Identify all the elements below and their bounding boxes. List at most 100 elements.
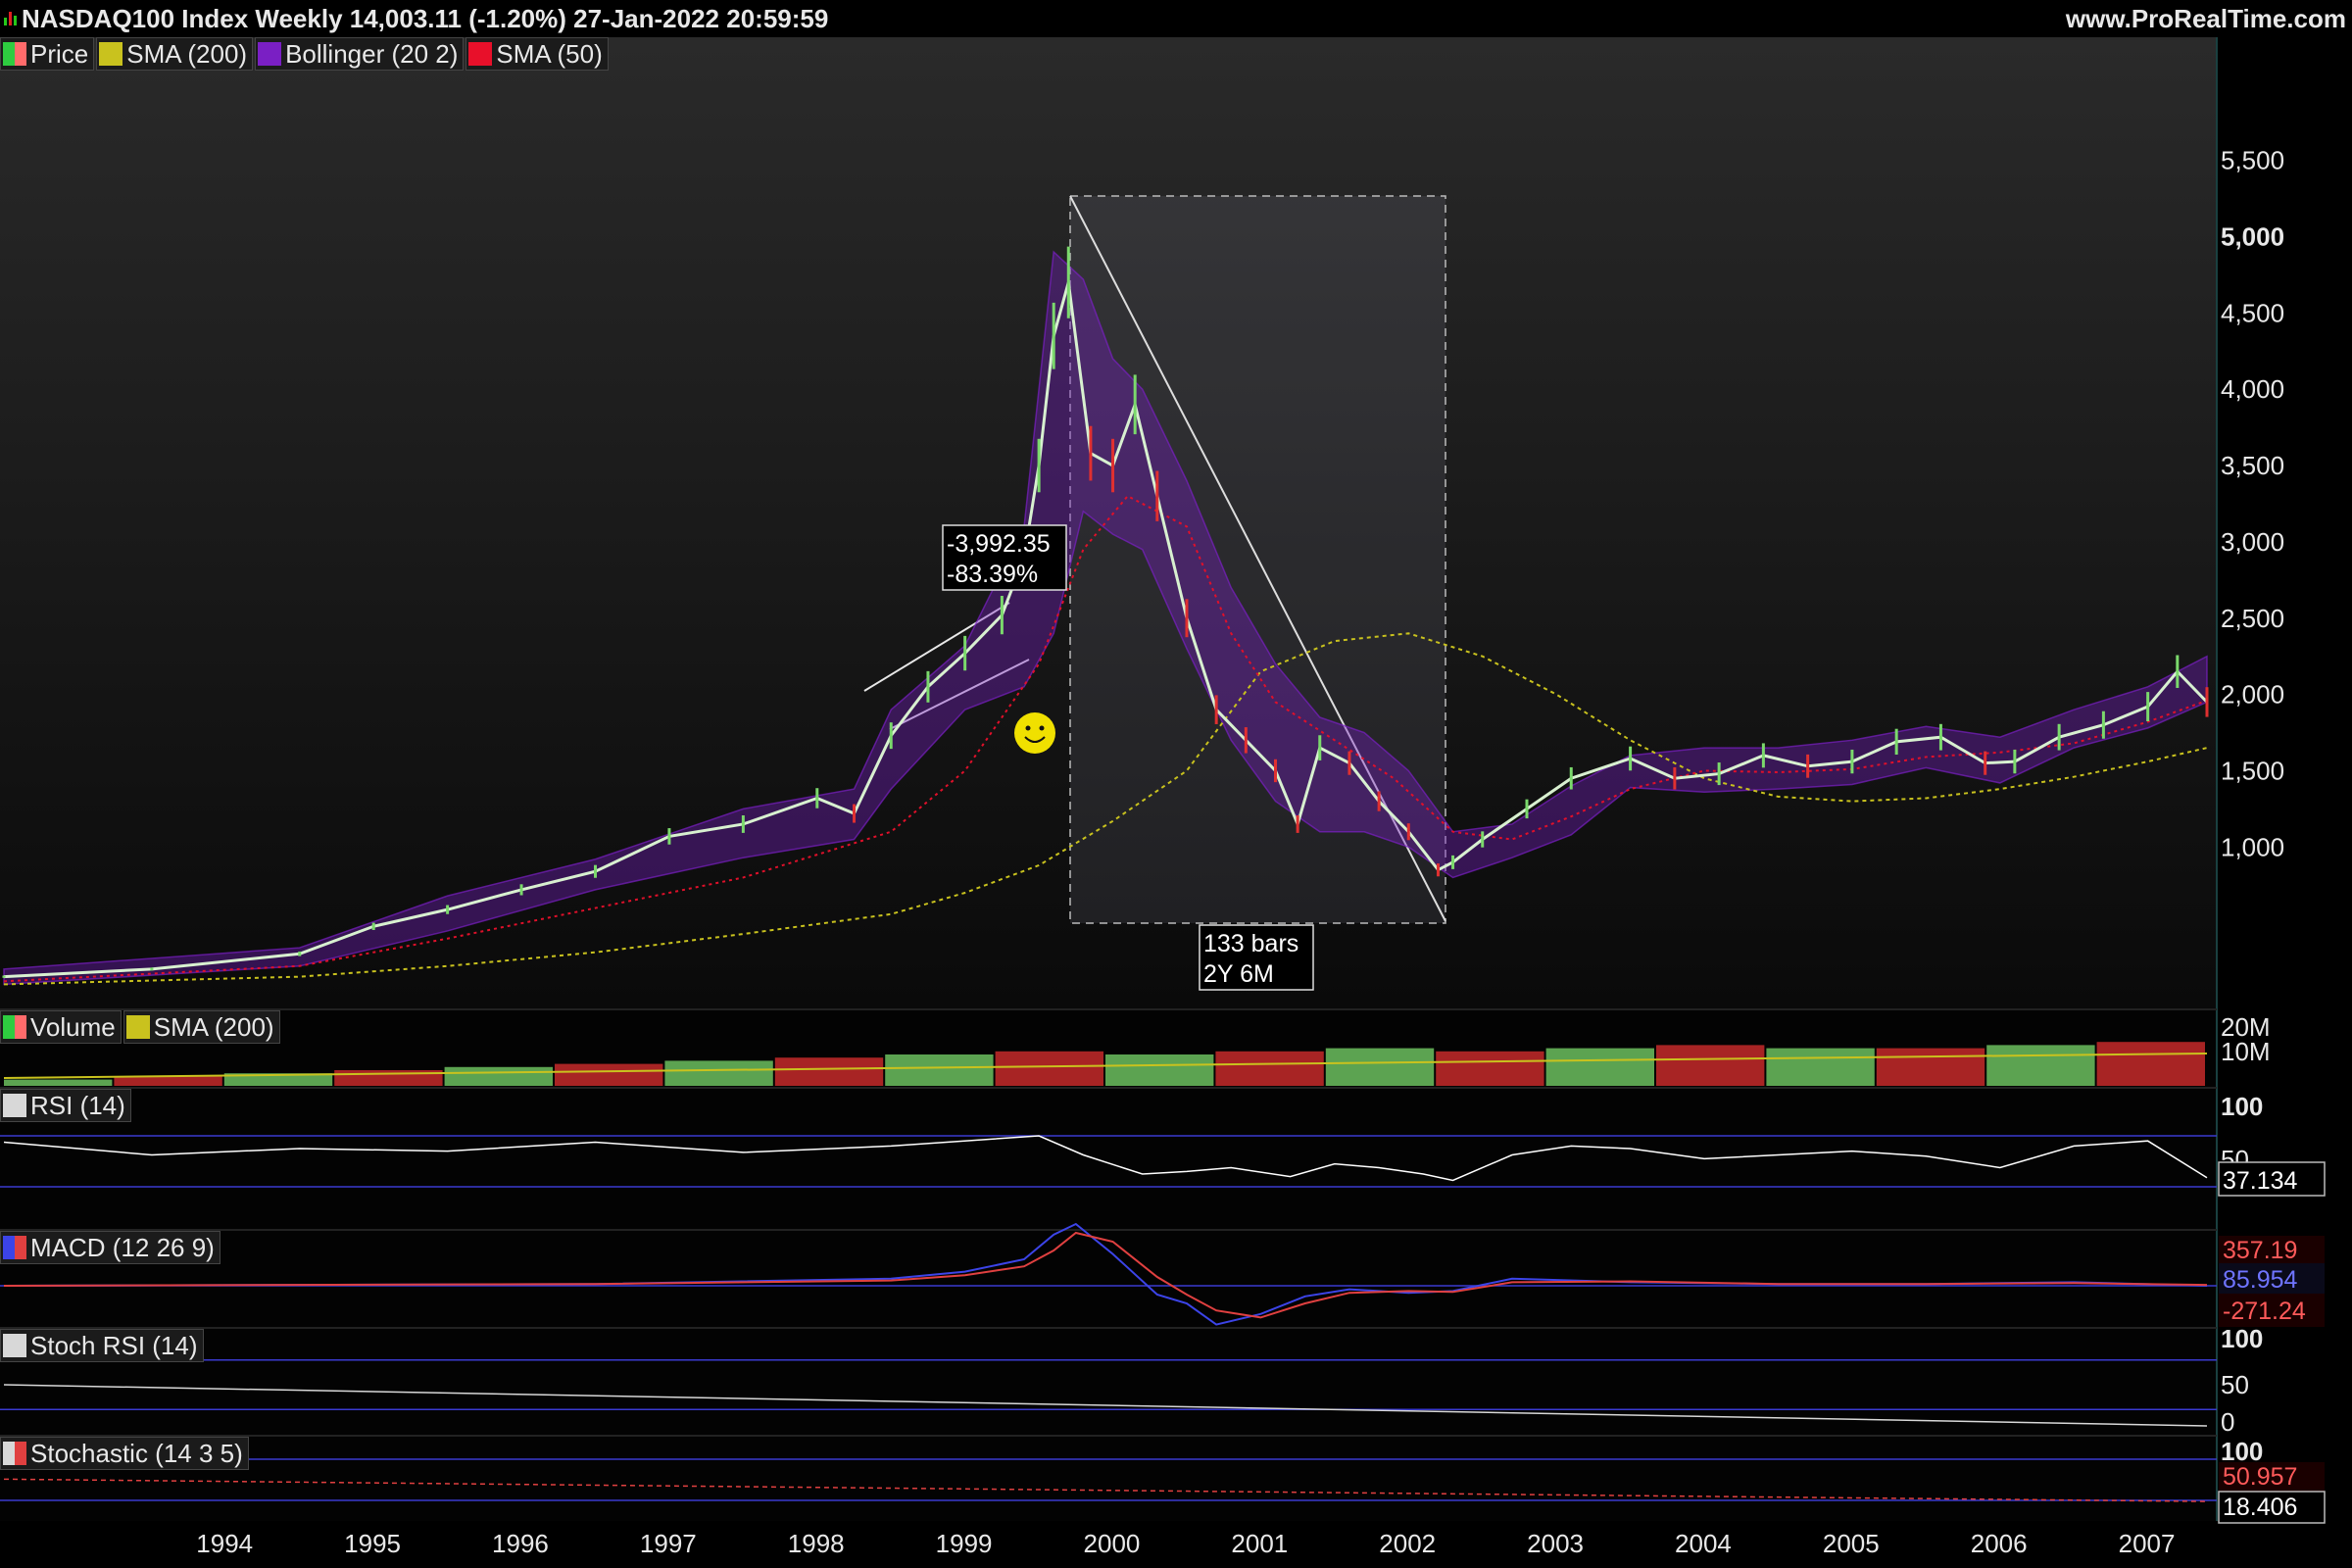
measure-value-label[interactable]: -3,992.35 -83.39% xyxy=(942,524,1067,591)
price-tick-label: 2,500 xyxy=(2221,604,2284,633)
legend-label: RSI (14) xyxy=(30,1090,125,1120)
volume-bar xyxy=(1986,1045,2095,1086)
volume-bar xyxy=(1105,1054,1214,1086)
legend-swatch xyxy=(125,1015,150,1039)
legend-item[interactable]: Stoch RSI (14) xyxy=(0,1329,204,1362)
rsi-legend: RSI (14) xyxy=(0,1089,131,1122)
stoch-value-d: 18.406 xyxy=(2223,1494,2297,1521)
x-tick-label: 1999 xyxy=(936,1529,993,1558)
brand-link[interactable]: www.ProRealTime.com xyxy=(2065,4,2346,33)
volume-bar xyxy=(114,1076,222,1086)
macd-value-low: -271.24 xyxy=(2223,1298,2306,1325)
stochrsi-line xyxy=(3,1384,2208,1427)
smiley-icon[interactable] xyxy=(1014,712,1055,754)
legend-swatch xyxy=(99,42,123,66)
price-tick-label: 4,500 xyxy=(2221,298,2284,327)
legend-item[interactable]: SMA (200) xyxy=(122,1010,280,1044)
x-tick-label: 2001 xyxy=(1231,1529,1288,1558)
x-tick-label: 1995 xyxy=(344,1529,401,1558)
legend-item[interactable]: Price xyxy=(0,37,95,71)
rsi-current-value: 37.134 xyxy=(2223,1167,2298,1195)
volume-tick-20m: 20M xyxy=(2221,1012,2271,1042)
macd-signal-line xyxy=(3,1231,2208,1319)
rsi-line xyxy=(3,1135,2208,1182)
volume-bar xyxy=(1215,1051,1324,1086)
price-panel xyxy=(0,37,2217,1009)
stochastic-legend: Stochastic (14 3 5) xyxy=(0,1437,249,1470)
volume-bar xyxy=(1545,1048,1654,1086)
price-lines xyxy=(2,246,2209,986)
x-tick-label: 2000 xyxy=(1084,1529,1141,1558)
legend-label: Stoch RSI (14) xyxy=(30,1330,198,1360)
legend-item[interactable]: SMA (50) xyxy=(466,37,609,71)
legend-label: SMA (200) xyxy=(126,38,248,69)
legend-item[interactable]: Volume xyxy=(0,1010,122,1044)
volume-bars xyxy=(3,1042,2208,1086)
x-tick-label: 1996 xyxy=(492,1529,549,1558)
measure-value: -3,992.35 xyxy=(947,530,1051,558)
legend-label: Stochastic (14 3 5) xyxy=(30,1438,243,1468)
volume-tick-10m: 10M xyxy=(2221,1037,2271,1066)
macd-value-high: 357.19 xyxy=(2223,1237,2297,1264)
price-tick-label: 1,500 xyxy=(2221,756,2284,785)
stochastic-panel xyxy=(0,1436,2217,1521)
x-tick-label: 2007 xyxy=(2119,1529,2176,1558)
stochrsi-tick-50: 50 xyxy=(2221,1370,2249,1399)
legend-swatch xyxy=(3,1094,26,1117)
legend-swatch xyxy=(258,42,282,66)
channel-lower-line[interactable] xyxy=(889,659,1030,730)
x-axis-area xyxy=(0,1521,2217,1568)
legend-item[interactable]: SMA (200) xyxy=(96,37,254,71)
stochrsi-legend: Stoch RSI (14) xyxy=(0,1329,204,1362)
price-tick-label: 4,000 xyxy=(2221,374,2284,404)
axis-ticks: 1,000 1,500 2,000 2,500 3,000 3,500 4,000 4,500… xyxy=(196,146,2284,1558)
range-info-label[interactable]: 133 bars 2Y 6M xyxy=(1199,924,1314,991)
price-tick-label: 5,500 xyxy=(2221,146,2284,175)
chart-canvas[interactable]: 1,000 1,500 2,000 2,500 3,000 3,500 4,000 4,500… xyxy=(0,37,2352,1568)
chart-title: NASDAQ100 Index Weekly 14,003.11 (-1.20%… xyxy=(22,4,829,33)
price-tick-label: 2,000 xyxy=(2221,680,2284,710)
volume-legend: Volume SMA (200) xyxy=(0,1010,280,1044)
volume-bar xyxy=(995,1051,1103,1086)
legend-swatch xyxy=(3,1015,26,1039)
price-legend: Price SMA (200) Bollinger (20 2) SMA (50) xyxy=(0,37,609,71)
legend-item[interactable]: Stochastic (14 3 5) xyxy=(0,1437,249,1470)
stochrsi-panel xyxy=(0,1328,2217,1436)
legend-item[interactable]: RSI (14) xyxy=(0,1089,131,1122)
x-tick-label: 1994 xyxy=(196,1529,253,1558)
macd-value-mid: 85.954 xyxy=(2223,1266,2298,1294)
legend-swatch xyxy=(3,1442,26,1465)
volume-bar xyxy=(1325,1048,1435,1086)
channel-upper-line[interactable] xyxy=(863,602,1010,692)
price-tick-label: 3,500 xyxy=(2221,451,2284,480)
volume-sma-line xyxy=(3,1053,2208,1079)
x-tick-label: 2006 xyxy=(1971,1529,2028,1558)
legend-label: Price xyxy=(30,38,89,69)
bar-chart-icon xyxy=(4,12,18,25)
legend-item[interactable]: MACD (12 26 9) xyxy=(0,1231,220,1264)
legend-label: Volume xyxy=(30,1011,116,1042)
volume-bar xyxy=(1656,1045,1765,1086)
stochrsi-tick-100: 100 xyxy=(2221,1324,2263,1353)
price-tick-label: 1,000 xyxy=(2221,832,2284,861)
stoch-value-k: 50.957 xyxy=(2223,1463,2297,1491)
legend-item[interactable]: Bollinger (20 2) xyxy=(255,37,465,71)
x-tick-label: 2005 xyxy=(1823,1529,1880,1558)
sma50-line xyxy=(3,494,2208,983)
title-bar: NASDAQ100 Index Weekly 14,003.11 (-1.20%… xyxy=(0,0,2352,37)
measure-diagonal[interactable] xyxy=(1069,195,1446,922)
volume-bar xyxy=(4,1079,113,1086)
legend-label: SMA (200) xyxy=(153,1011,274,1042)
measure-percent: -83.39% xyxy=(947,561,1038,588)
range-bars: 133 bars xyxy=(1203,930,1298,957)
legend-swatch xyxy=(468,42,493,66)
volume-bar xyxy=(223,1073,333,1086)
volume-bar xyxy=(664,1060,773,1086)
legend-swatch xyxy=(3,1334,26,1357)
volume-bar xyxy=(885,1054,994,1086)
volume-bar xyxy=(444,1066,553,1086)
x-tick-label: 2003 xyxy=(1527,1529,1584,1558)
price-line xyxy=(3,281,2209,979)
price-tick-label: 5,000 xyxy=(2221,222,2284,252)
